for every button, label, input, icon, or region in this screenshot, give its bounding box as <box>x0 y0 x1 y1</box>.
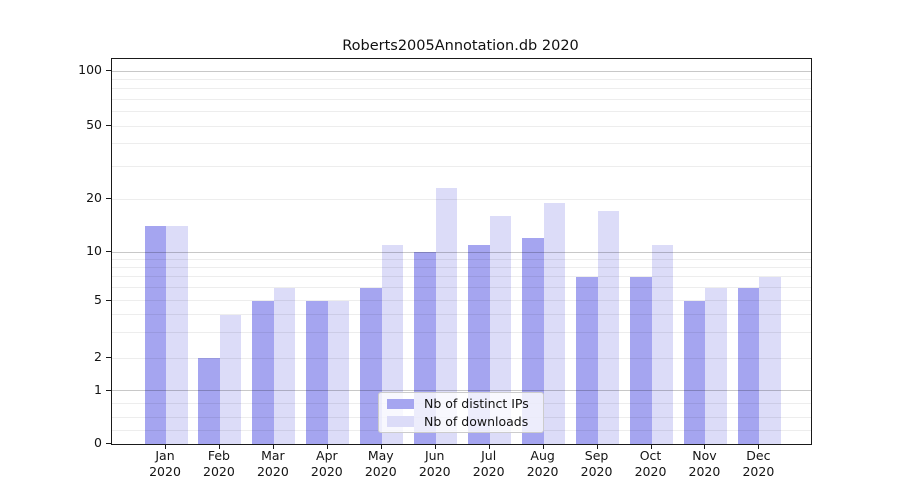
y-tick-label: 10 <box>86 243 102 258</box>
x-tick-label-may: May 2020 <box>364 448 397 479</box>
x-tick-label-apr: Apr 2020 <box>310 448 343 479</box>
x-tick-mark <box>380 444 382 449</box>
legend-item-downloads: Nb of downloads <box>385 414 537 430</box>
x-tick-mark <box>165 444 166 449</box>
bar-ips-sep <box>576 276 598 444</box>
x-tick-mark <box>758 444 760 449</box>
gridline <box>112 332 811 334</box>
bar-downloads-mar <box>273 287 296 444</box>
x-tick-mark <box>542 444 544 449</box>
bar-downloads-jan <box>166 226 188 444</box>
x-tick-label-aug: Aug 2020 <box>526 448 559 479</box>
gridline <box>112 166 811 168</box>
chart-title: Roberts2005Annotation.db 2020 <box>342 38 579 54</box>
gridline <box>112 70 811 72</box>
gridline <box>112 88 811 90</box>
bar-downloads-sep <box>597 211 620 444</box>
bar-downloads-oct <box>651 244 673 444</box>
bar-ips-oct <box>630 276 652 444</box>
gridline <box>112 251 811 253</box>
bar-downloads-jun <box>435 187 458 444</box>
x-tick-label-dec: Dec 2020 <box>742 448 775 479</box>
gridline <box>112 78 811 80</box>
y-tick-label: 20 <box>86 190 102 205</box>
bar-downloads-jul <box>489 216 512 444</box>
x-tick-label-mar: Mar 2020 <box>256 448 289 479</box>
y-tick-label: 5 <box>94 291 102 307</box>
y-tick-label: 50 <box>86 117 102 132</box>
y-tick-mark <box>106 357 111 358</box>
x-tick-mark <box>596 444 598 449</box>
x-tick-label-jun: Jun 2020 <box>418 448 451 479</box>
y-tick-mark <box>106 443 111 444</box>
legend-item-distinct-ips: Nb of distinct IPs <box>385 396 537 412</box>
bar-ips-may <box>360 287 382 444</box>
x-tick-label-nov: Nov 2020 <box>688 448 721 479</box>
x-tick-label-jul: Jul 2020 <box>472 448 505 479</box>
bar-ips-dec <box>737 287 760 444</box>
y-tick-mark <box>106 198 111 199</box>
bar-ips-feb <box>198 358 220 444</box>
x-tick-mark <box>434 444 436 449</box>
bar-ips-mar <box>252 300 274 444</box>
y-tick-mark <box>106 299 111 301</box>
gridline <box>112 111 811 113</box>
y-tick-mark <box>106 125 111 126</box>
bar-downloads-feb <box>219 314 242 444</box>
gridline <box>112 300 811 301</box>
gridline <box>112 357 811 359</box>
y-tick-mark <box>106 389 111 391</box>
y-tick-label: 2 <box>94 349 102 364</box>
gridline <box>112 198 811 200</box>
gridline <box>112 314 811 315</box>
x-tick-mark <box>704 444 706 449</box>
y-tick-label: 1 <box>94 381 102 397</box>
x-tick-label-sep: Sep 2020 <box>580 448 613 479</box>
y-tick-mark <box>106 70 111 71</box>
y-tick-label: 100 <box>78 62 102 77</box>
legend-label: Nb of distinct IPs <box>424 396 529 412</box>
bar-ips-apr <box>306 300 328 444</box>
y-tick-mark <box>106 251 111 252</box>
bar-downloads-nov <box>705 287 727 444</box>
bar-downloads-dec <box>759 276 781 444</box>
bar-ips-nov <box>683 300 706 444</box>
bar-ips-jan <box>144 226 166 444</box>
plot-area <box>111 58 812 445</box>
downloads-swatch-icon <box>387 416 414 427</box>
bar-downloads-apr <box>327 300 350 444</box>
y-tick-label: 0 <box>94 435 102 450</box>
legend: Nb of distinct IPs Nb of downloads <box>378 392 544 433</box>
x-tick-label-jan: Jan 2020 <box>149 448 181 479</box>
distinct-ips-swatch-icon <box>387 398 414 409</box>
x-tick-mark <box>650 444 652 449</box>
legend-label: Nb of downloads <box>424 413 529 429</box>
x-tick-mark <box>272 444 274 449</box>
x-tick-mark <box>488 444 490 449</box>
gridline <box>112 390 811 391</box>
x-tick-mark <box>326 444 328 449</box>
gridline <box>112 143 811 145</box>
x-tick-label-oct: Oct 2020 <box>634 448 667 479</box>
gridline <box>112 258 811 260</box>
x-tick-mark <box>218 444 220 449</box>
x-tick-label-feb: Feb 2020 <box>203 448 235 479</box>
gridline <box>112 98 811 100</box>
gridline <box>112 287 811 289</box>
gridline <box>112 276 811 278</box>
bar-downloads-aug <box>543 202 566 444</box>
gridline <box>112 125 811 127</box>
gridline <box>112 267 811 269</box>
